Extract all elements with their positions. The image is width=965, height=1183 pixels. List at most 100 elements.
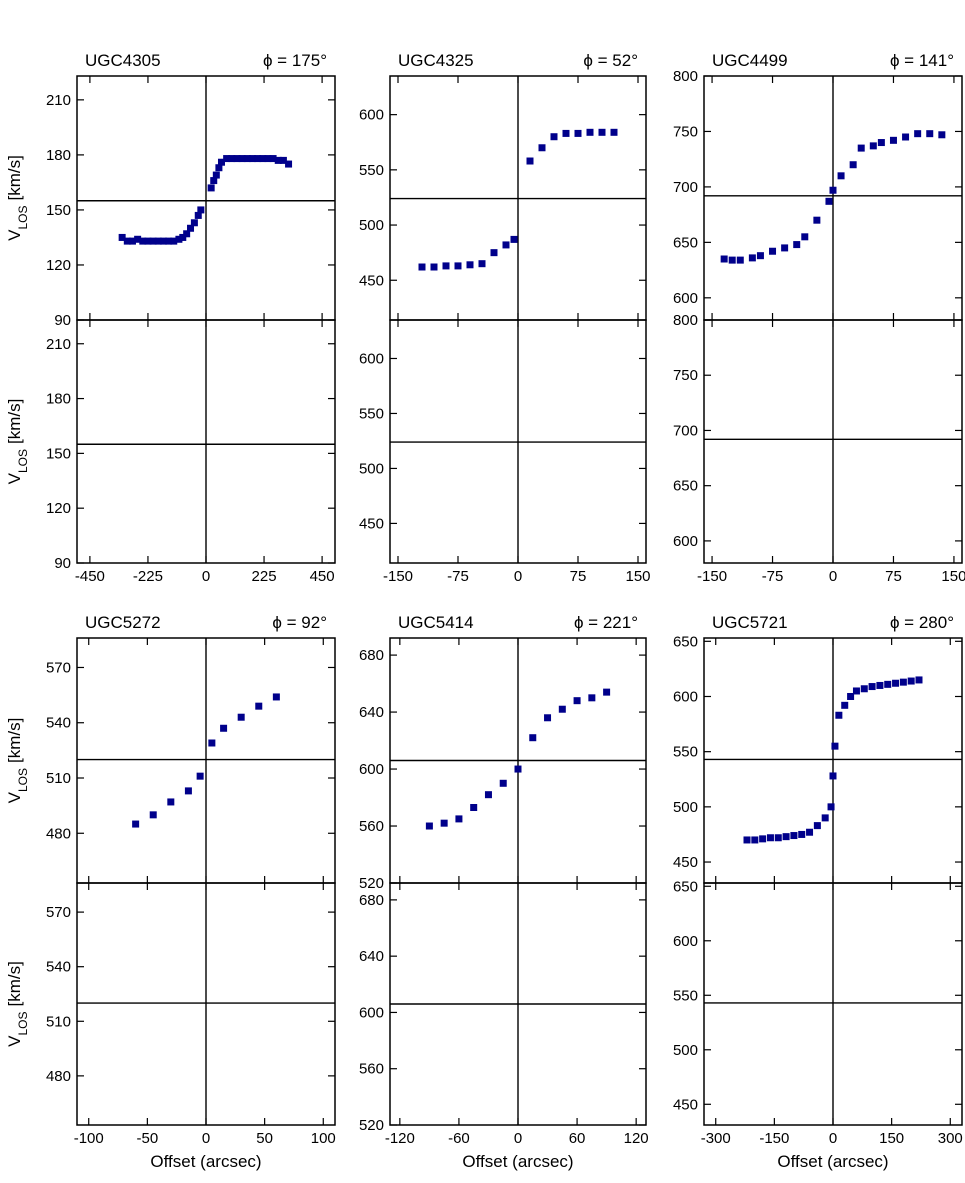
rotation-point: [728, 256, 736, 264]
rotation-point: [884, 680, 892, 688]
y-label-unit: [km/s]: [5, 961, 24, 1006]
x-axis-label: Offset (arcsec): [462, 1152, 573, 1171]
y-tick-label: 120: [46, 257, 71, 274]
rotation-point: [736, 256, 744, 264]
y-tick-label: 450: [673, 854, 698, 871]
panel-subtitle: ϕ = 280°: [890, 613, 954, 632]
panel-frame: [76, 882, 336, 1126]
rotation-point: [187, 224, 195, 232]
y-tick-label: 640: [359, 704, 384, 721]
x-tick-label: 100: [311, 1130, 336, 1147]
rotation-point: [484, 791, 492, 799]
x-tick-label: 150: [625, 568, 650, 585]
rotation-point: [243, 155, 251, 163]
x-tick-label: -150: [759, 1130, 789, 1147]
y-axis-label: VLOS [km/s]: [5, 718, 30, 804]
panel-frame: [389, 882, 647, 1126]
y-tick-label: 180: [46, 147, 71, 164]
rotation-point: [254, 155, 262, 163]
rotation-point: [269, 155, 277, 163]
rotation-point: [852, 687, 860, 695]
panel-frame: [703, 882, 963, 1126]
y-tick-label: 500: [359, 460, 384, 477]
rotation-point: [782, 833, 790, 841]
y-axis-label: VLOS [km/s]: [5, 155, 30, 241]
y-tick-label: 550: [359, 405, 384, 422]
y-label-subscript: LOS: [16, 1011, 30, 1035]
x-tick-label: -225: [133, 568, 163, 585]
rotation-point: [769, 247, 777, 255]
y-tick-label: 480: [46, 825, 71, 842]
rotation-point: [132, 820, 140, 828]
panel-title: UGC4499: [712, 51, 788, 70]
rotation-point: [538, 144, 546, 152]
y-tick-label: 520: [359, 1117, 384, 1134]
panel-frame: [389, 319, 647, 564]
y-tick-label: 640: [359, 948, 384, 965]
rotation-point: [425, 822, 433, 830]
y-tick-label: 700: [673, 422, 698, 439]
rotation-point: [550, 133, 558, 141]
panel-title: UGC4305: [85, 51, 161, 70]
rotation-point: [210, 177, 218, 185]
rotation-point: [573, 697, 581, 705]
rotation-point: [223, 155, 231, 163]
rotation-point: [514, 765, 522, 773]
y-tick-label: 600: [673, 533, 698, 550]
y-tick-label: 150: [46, 445, 71, 462]
x-tick-label: 150: [941, 568, 965, 585]
x-tick-label: -450: [75, 568, 105, 585]
y-tick-label: 520: [359, 875, 384, 892]
rotation-point: [907, 677, 915, 685]
y-tick-label: 450: [359, 272, 384, 289]
rotation-point: [430, 263, 438, 271]
y-tick-label: 510: [46, 770, 71, 787]
rotation-point: [490, 249, 498, 257]
rotation-point: [470, 804, 478, 812]
rotation-point: [889, 136, 897, 144]
y-tick-label: 500: [673, 1042, 698, 1059]
rotation-point: [154, 237, 162, 245]
rotation-point: [756, 252, 764, 260]
rotation-point: [179, 233, 187, 241]
rotation-point: [869, 142, 877, 150]
y-tick-label: 650: [673, 633, 698, 650]
x-tick-label: 150: [879, 1130, 904, 1147]
rotation-point: [208, 739, 216, 747]
rotation-point: [220, 724, 228, 732]
y-tick-label: 510: [46, 1013, 71, 1030]
x-tick-label: 60: [569, 1130, 586, 1147]
rotation-point: [835, 711, 843, 719]
rotation-point: [892, 679, 900, 687]
rotation-point: [876, 681, 884, 689]
rotation-point: [233, 155, 241, 163]
rotation-point: [212, 171, 220, 179]
rotation-point: [558, 705, 566, 713]
rotation-point: [215, 164, 223, 172]
panel-title: UGC5272: [85, 613, 161, 632]
panel-title: UGC5721: [712, 613, 788, 632]
x-tick-label: 0: [202, 1130, 210, 1147]
rotation-point: [144, 237, 152, 245]
y-tick-label: 120: [46, 500, 71, 517]
y-tick-label: 210: [46, 336, 71, 353]
rotation-point: [766, 834, 774, 842]
x-axis-label: Offset (arcsec): [150, 1152, 261, 1171]
rotation-point: [455, 815, 463, 823]
rotation-point: [748, 254, 756, 262]
y-label-symbol: V: [5, 472, 24, 484]
y-tick-label: 480: [46, 1068, 71, 1085]
y-tick-label: 600: [673, 688, 698, 705]
y-tick-label: 450: [359, 515, 384, 532]
rotation-point: [123, 237, 131, 245]
y-tick-label: 680: [359, 647, 384, 664]
x-tick-label: 75: [885, 568, 902, 585]
rotation-point: [544, 714, 552, 722]
rotation-point: [801, 233, 809, 241]
y-label-unit: [km/s]: [5, 399, 24, 444]
rotation-point: [825, 197, 833, 205]
rotation-point: [821, 814, 829, 822]
y-tick-label: 650: [673, 478, 698, 495]
rotation-point: [159, 237, 167, 245]
rotation-point: [938, 131, 946, 139]
